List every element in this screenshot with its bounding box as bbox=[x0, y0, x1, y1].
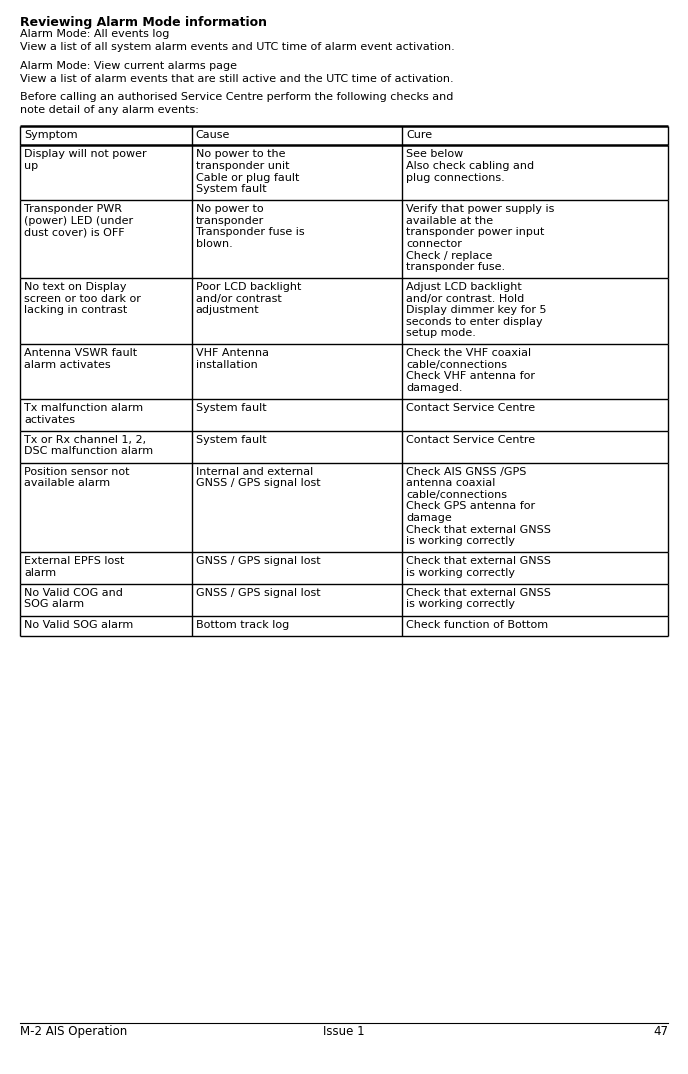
Text: No Valid SOG alarm: No Valid SOG alarm bbox=[24, 620, 133, 629]
Text: Contact Service Centre: Contact Service Centre bbox=[407, 435, 535, 445]
Text: Adjust LCD backlight
and/or contrast. Hold
Display dimmer key for 5
seconds to e: Adjust LCD backlight and/or contrast. Ho… bbox=[407, 281, 547, 338]
Text: Tx or Rx channel 1, 2,
DSC malfunction alarm: Tx or Rx channel 1, 2, DSC malfunction a… bbox=[24, 435, 153, 456]
Text: View a list of alarm events that are still active and the UTC time of activation: View a list of alarm events that are sti… bbox=[20, 73, 453, 84]
Text: Poor LCD backlight
and/or contrast
adjustment: Poor LCD backlight and/or contrast adjus… bbox=[195, 281, 301, 315]
Text: Reviewing Alarm Mode information: Reviewing Alarm Mode information bbox=[20, 16, 267, 29]
Text: Check that external GNSS
is working correctly: Check that external GNSS is working corr… bbox=[407, 587, 551, 609]
Text: Check that external GNSS
is working correctly: Check that external GNSS is working corr… bbox=[407, 556, 551, 578]
Text: No text on Display
screen or too dark or
lacking in contrast: No text on Display screen or too dark or… bbox=[24, 281, 141, 315]
Text: Tx malfunction alarm
activates: Tx malfunction alarm activates bbox=[24, 403, 143, 424]
Text: Verify that power supply is
available at the
transponder power input
connector
C: Verify that power supply is available at… bbox=[407, 204, 555, 272]
Text: VHF Antenna
installation: VHF Antenna installation bbox=[195, 348, 269, 369]
Text: No Valid COG and
SOG alarm: No Valid COG and SOG alarm bbox=[24, 587, 123, 609]
Text: System fault: System fault bbox=[195, 435, 266, 445]
Text: 47: 47 bbox=[653, 1025, 668, 1037]
Text: External EPFS lost
alarm: External EPFS lost alarm bbox=[24, 556, 125, 578]
Text: Check AIS GNSS /GPS
antenna coaxial
cable/connections
Check GPS antenna for
dama: Check AIS GNSS /GPS antenna coaxial cabl… bbox=[407, 466, 551, 547]
Text: Before calling an authorised Service Centre perform the following checks and: Before calling an authorised Service Cen… bbox=[20, 92, 453, 102]
Text: GNSS / GPS signal lost: GNSS / GPS signal lost bbox=[195, 587, 321, 598]
Text: Symptom: Symptom bbox=[24, 130, 78, 140]
Text: See below
Also check cabling and
plug connections.: See below Also check cabling and plug co… bbox=[407, 149, 535, 183]
Text: Position sensor not
available alarm: Position sensor not available alarm bbox=[24, 466, 129, 489]
Text: Issue 1: Issue 1 bbox=[323, 1025, 365, 1037]
Text: No power to
transponder
Transponder fuse is
blown.: No power to transponder Transponder fuse… bbox=[195, 204, 304, 249]
Text: Alarm Mode: View current alarms page: Alarm Mode: View current alarms page bbox=[20, 61, 237, 71]
Text: Contact Service Centre: Contact Service Centre bbox=[407, 403, 535, 413]
Text: Antenna VSWR fault
alarm activates: Antenna VSWR fault alarm activates bbox=[24, 348, 137, 369]
Text: Check function of Bottom: Check function of Bottom bbox=[407, 620, 548, 629]
Text: M-2 AIS Operation: M-2 AIS Operation bbox=[20, 1025, 127, 1037]
Text: GNSS / GPS signal lost: GNSS / GPS signal lost bbox=[195, 556, 321, 566]
Text: Cure: Cure bbox=[407, 130, 433, 140]
Text: Display will not power
up: Display will not power up bbox=[24, 149, 147, 171]
Text: Bottom track log: Bottom track log bbox=[195, 620, 289, 629]
Text: Transponder PWR
(power) LED (under
dust cover) is OFF: Transponder PWR (power) LED (under dust … bbox=[24, 204, 133, 237]
Text: Internal and external
GNSS / GPS signal lost: Internal and external GNSS / GPS signal … bbox=[195, 466, 321, 489]
Text: View a list of all system alarm events and UTC time of alarm event activation.: View a list of all system alarm events a… bbox=[20, 42, 455, 52]
Text: System fault: System fault bbox=[195, 403, 266, 413]
Text: Cause: Cause bbox=[195, 130, 230, 140]
Text: Alarm Mode: All events log: Alarm Mode: All events log bbox=[20, 29, 169, 40]
Text: note detail of any alarm events:: note detail of any alarm events: bbox=[20, 105, 199, 115]
Text: No power to the
transponder unit
Cable or plug fault
System fault: No power to the transponder unit Cable o… bbox=[195, 149, 299, 194]
Text: Check the VHF coaxial
cable/connections
Check VHF antenna for
damaged.: Check the VHF coaxial cable/connections … bbox=[407, 348, 535, 393]
